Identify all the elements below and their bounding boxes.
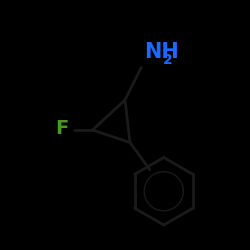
Text: NH: NH <box>144 42 178 62</box>
Text: 2: 2 <box>162 53 172 67</box>
Text: F: F <box>56 119 69 138</box>
